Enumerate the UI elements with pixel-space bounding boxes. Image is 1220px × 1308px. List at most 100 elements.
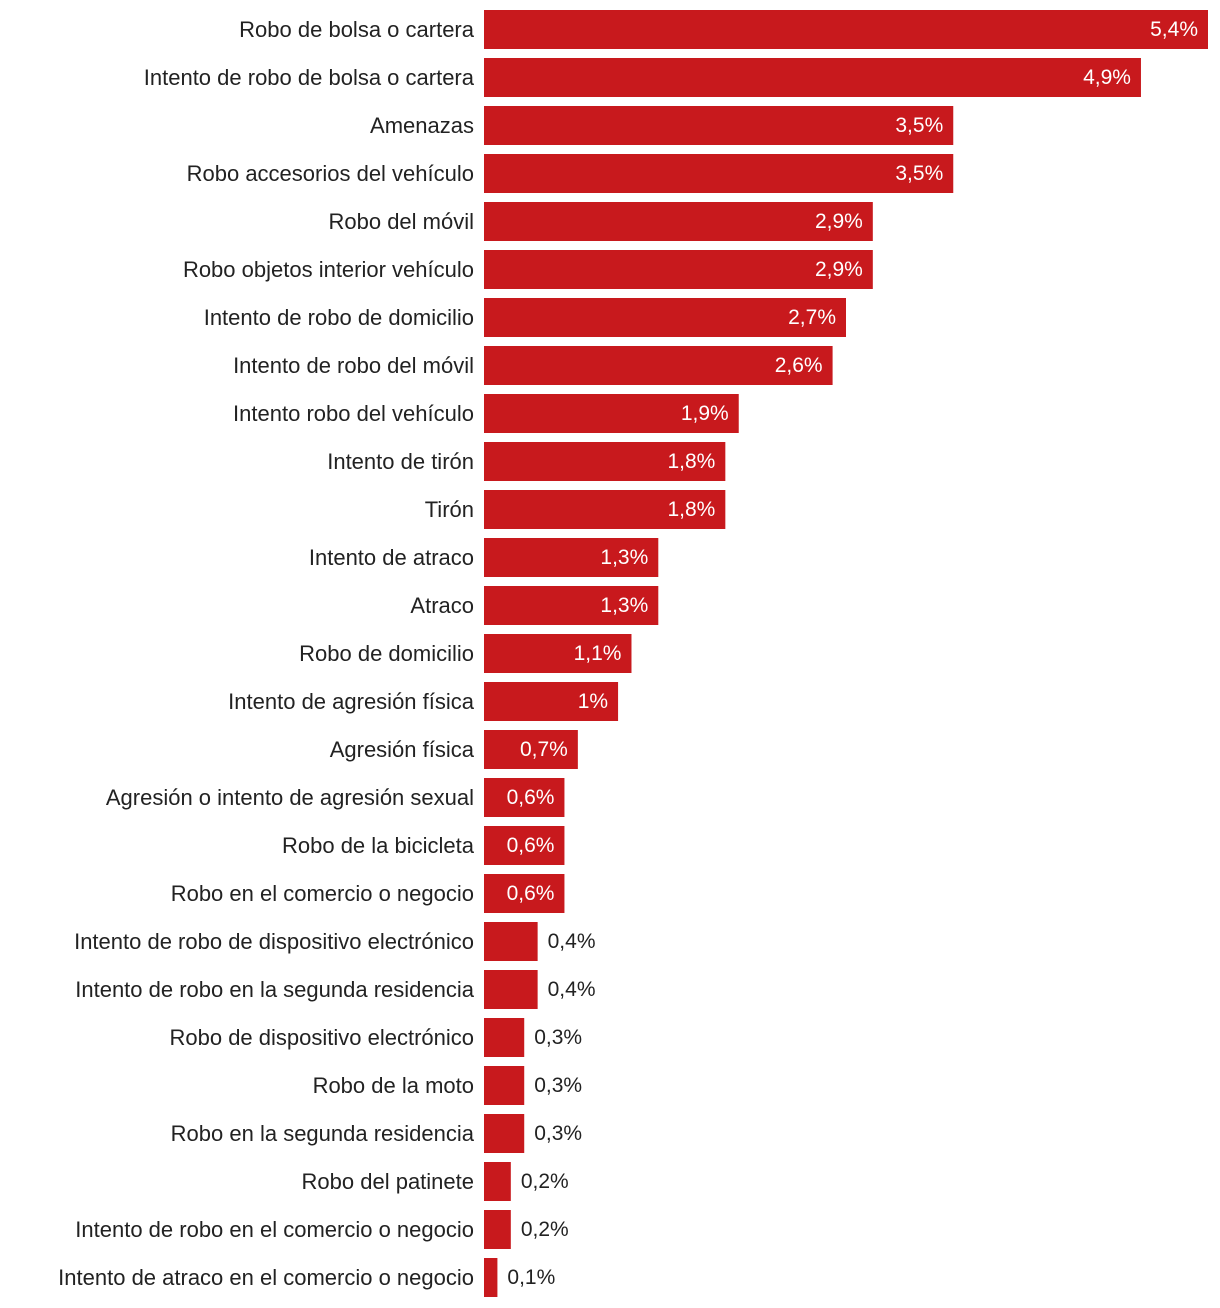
bar-row: Robo en la segunda residencia 0,3%	[171, 1114, 582, 1153]
bar-row: Intento de atraco en el comercio o negoc…	[58, 1258, 555, 1297]
bar	[484, 394, 739, 433]
bar	[484, 106, 954, 145]
bar	[484, 1018, 525, 1057]
bar-row: Atraco 1,3%	[410, 586, 659, 625]
category-label: Robo accesorios del vehículo	[187, 161, 474, 186]
category-label: Agresión física	[330, 737, 475, 762]
value-label: 1,9%	[681, 402, 729, 425]
value-label: 1,8%	[667, 498, 715, 521]
bar-row: Agresión o intento de agresión sexual 0,6…	[106, 778, 565, 817]
value-label: 0,6%	[507, 882, 555, 905]
value-label: 2,9%	[815, 210, 863, 233]
bar-row: Robo accesorios del vehículo 3,5%	[187, 154, 954, 193]
bar	[484, 202, 873, 241]
value-label: 0,4%	[548, 978, 596, 1001]
value-label: 1,1%	[574, 642, 622, 665]
value-label: 0,1%	[507, 1266, 555, 1289]
bars-layer: Robo de bolsa o cartera 5,4% Intento de ro…	[58, 10, 1208, 1297]
bar-row: Intento de robo del móvil 2,6%	[233, 346, 833, 385]
value-label: 0,3%	[534, 1122, 582, 1145]
bar	[484, 778, 565, 817]
bar-row: Robo de domicilio 1,1%	[299, 634, 632, 673]
bar	[484, 250, 873, 289]
bar-row: Agresión física 0,7%	[330, 730, 578, 769]
value-label: 0,3%	[534, 1074, 582, 1097]
value-label: 1%	[578, 690, 608, 713]
category-label: Intento de atraco en el comercio o negoc…	[58, 1265, 474, 1290]
bar-row: Tirón 1,8%	[425, 490, 726, 529]
value-label: 2,9%	[815, 258, 863, 281]
value-label: 1,3%	[600, 546, 648, 569]
category-label: Intento de robo en el comercio o negocio	[75, 1217, 474, 1242]
bar	[484, 634, 632, 673]
value-label: 0,7%	[520, 738, 568, 761]
bar-row: Intento de robo de dispositivo electróni…	[74, 922, 596, 961]
value-label: 3,5%	[895, 114, 943, 137]
bar	[484, 538, 659, 577]
bar-row: Robo en el comercio o negocio 0,6%	[171, 874, 565, 913]
category-label: Robo del móvil	[328, 209, 474, 234]
value-label: 0,6%	[507, 834, 555, 857]
category-label: Intento de robo de domicilio	[204, 305, 474, 330]
value-label: 4,9%	[1083, 66, 1131, 89]
category-label: Intento de agresión física	[228, 689, 475, 714]
bar-row: Robo de la bicicleta 0,6%	[282, 826, 565, 865]
category-label: Robo en el comercio o negocio	[171, 881, 474, 906]
value-label: 0,6%	[507, 786, 555, 809]
category-label: Robo de dispositivo electrónico	[169, 1025, 474, 1050]
value-label: 0,2%	[521, 1218, 569, 1241]
category-label: Amenazas	[370, 113, 474, 138]
category-label: Intento de robo de bolsa o cartera	[144, 65, 475, 90]
category-label: Intento de robo de dispositivo electróni…	[74, 929, 474, 954]
category-label: Robo de bolsa o cartera	[239, 17, 475, 42]
bar	[484, 682, 619, 721]
bar	[484, 1258, 498, 1297]
bar	[484, 586, 659, 625]
bar	[484, 730, 578, 769]
bar-row: Intento de robo de bolsa o cartera 4,9%	[144, 58, 1141, 97]
bar	[484, 490, 726, 529]
category-label: Tirón	[425, 497, 474, 522]
category-label: Intento de atraco	[309, 545, 474, 570]
bar-row: Intento de robo de domicilio 2,7%	[204, 298, 846, 337]
bar-row: Robo de dispositivo electrónico 0,3%	[169, 1018, 582, 1057]
category-label: Agresión o intento de agresión sexual	[106, 785, 474, 810]
category-label: Robo objetos interior vehículo	[183, 257, 474, 282]
bar	[484, 922, 538, 961]
value-label: 2,6%	[775, 354, 823, 377]
bar-row: Intento de atraco 1,3%	[309, 538, 659, 577]
bar	[484, 154, 954, 193]
bar	[484, 442, 726, 481]
bar	[484, 1210, 511, 1249]
bar	[484, 298, 846, 337]
category-label: Intento de tirón	[327, 449, 474, 474]
category-label: Atraco	[410, 593, 474, 618]
category-label: Intento de robo del móvil	[233, 353, 474, 378]
bar	[484, 346, 833, 385]
bar-row: Robo de la moto 0,3%	[313, 1066, 582, 1105]
value-label: 0,2%	[521, 1170, 569, 1193]
bar	[484, 874, 565, 913]
bar-row: Robo del móvil 2,9%	[328, 202, 873, 241]
bar-row: Intento de robo en el comercio o negocio…	[75, 1210, 569, 1249]
bar-row: Intento robo del vehículo 1,9%	[233, 394, 739, 433]
bar-row: Robo de bolsa o cartera 5,4%	[239, 10, 1208, 49]
value-label: 1,3%	[600, 594, 648, 617]
bar	[484, 826, 565, 865]
category-label: Robo de la bicicleta	[282, 833, 475, 858]
bar	[484, 1114, 525, 1153]
category-label: Intento de robo en la segunda residencia	[75, 977, 475, 1002]
bar-row: Robo objetos interior vehículo 2,9%	[183, 250, 873, 289]
value-label: 5,4%	[1150, 18, 1198, 41]
bar-row: Robo del patinete 0,2%	[302, 1162, 569, 1201]
category-label: Robo de la moto	[313, 1073, 474, 1098]
bar	[484, 10, 1208, 49]
value-label: 3,5%	[895, 162, 943, 185]
bar	[484, 970, 538, 1009]
bar	[484, 1162, 511, 1201]
value-label: 2,7%	[788, 306, 836, 329]
bar	[484, 1066, 525, 1105]
bar-row: Amenazas 3,5%	[370, 106, 954, 145]
category-label: Robo de domicilio	[299, 641, 474, 666]
